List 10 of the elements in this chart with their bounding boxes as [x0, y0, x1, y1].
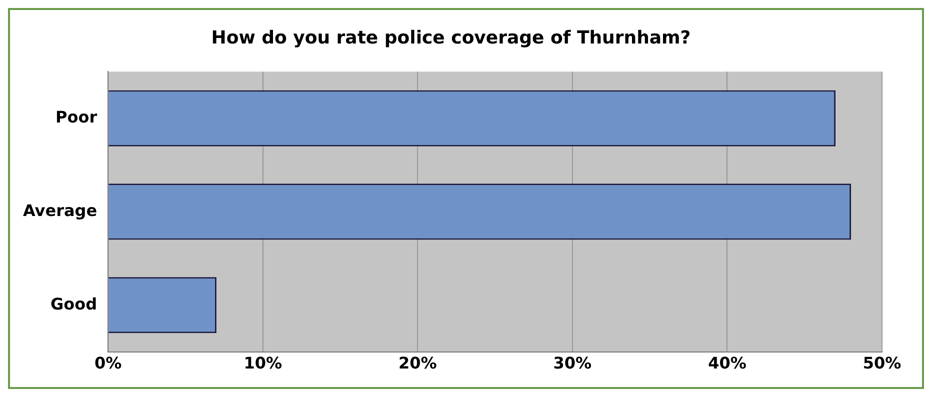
x-tick-label: 40%	[708, 354, 746, 373]
x-tick-label: 30%	[553, 354, 592, 373]
y-tick-label: Average	[22, 200, 98, 220]
x-tick-label: 50%	[862, 354, 902, 373]
x-tick-label: 0%	[94, 354, 122, 373]
x-tick-label: 20%	[398, 354, 437, 373]
x-tick-label: 10%	[244, 354, 282, 373]
y-tick-label: Good	[50, 294, 98, 314]
y-tick-label: Poor	[55, 107, 98, 126]
chart-title: How do you rate police coverage of Thurnham?	[211, 27, 691, 48]
